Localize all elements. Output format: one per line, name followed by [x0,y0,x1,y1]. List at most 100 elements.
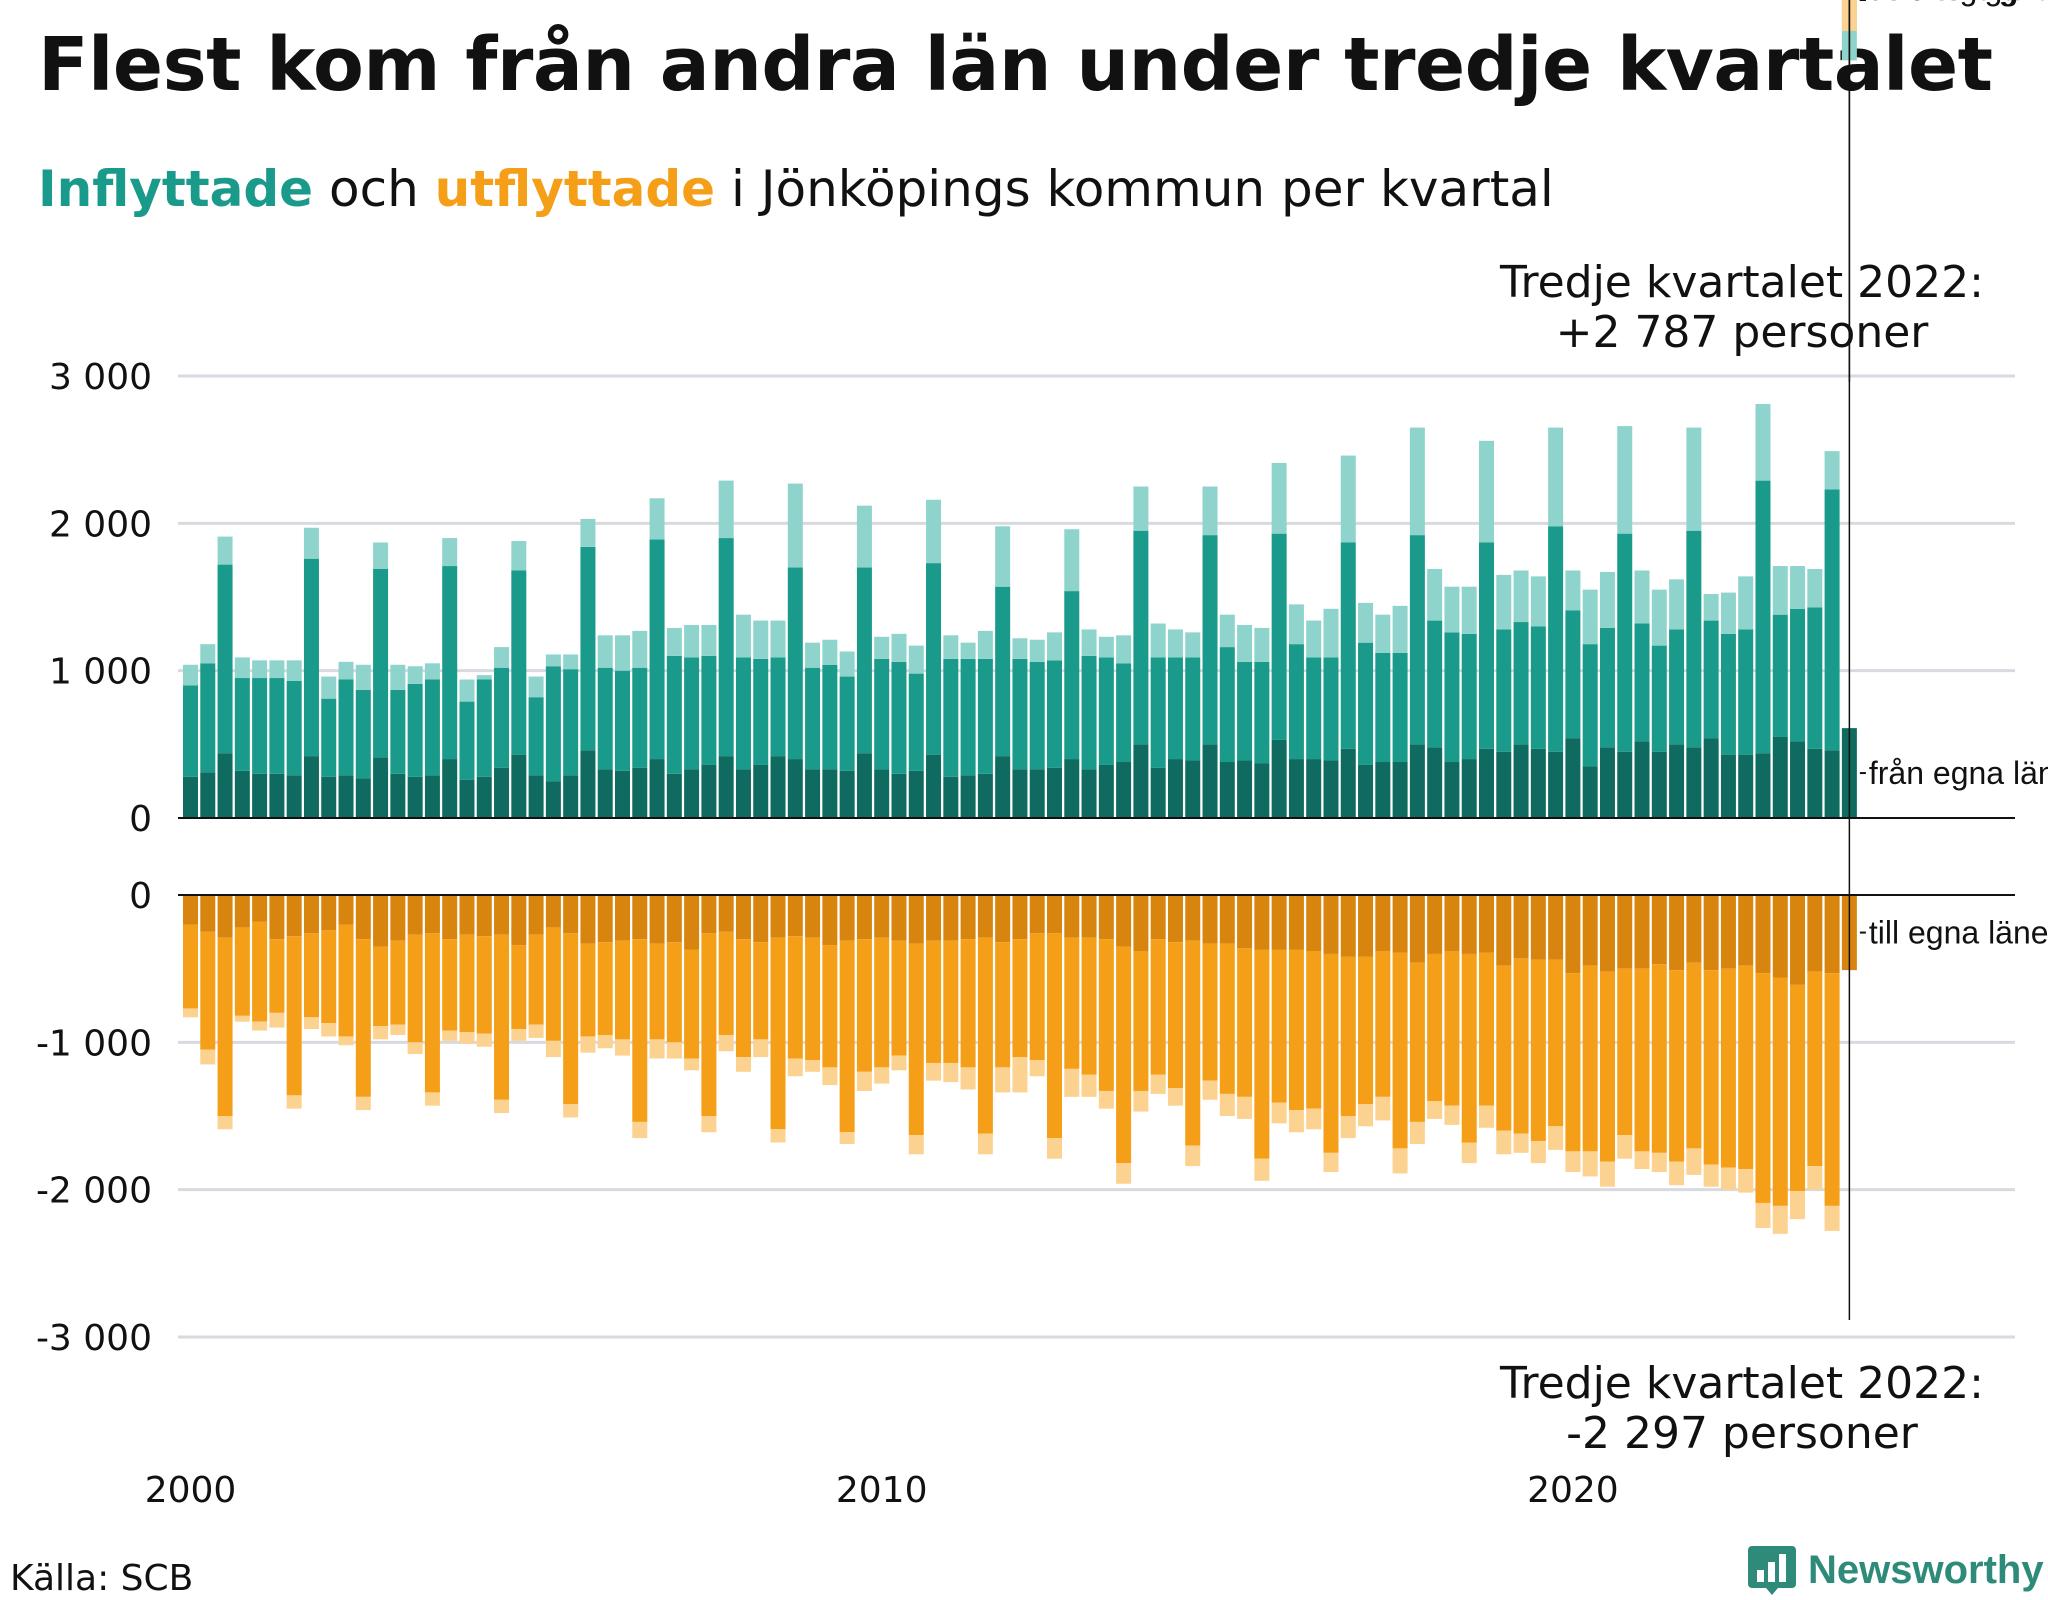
bar-out-1 [1461,953,1477,1143]
bar-in-1 [1755,480,1771,754]
bar-out-2 [1047,1138,1062,1159]
bar-out-0 [269,895,285,940]
bar-out-2 [1669,1161,1685,1186]
bar-in-2 [839,651,855,677]
bar-in-0 [252,773,268,818]
bar-in-1 [977,658,993,774]
bar-out-1 [960,939,976,1068]
bar-in-1 [1807,607,1823,749]
bar-in-1 [1271,533,1287,740]
bar-in-1 [1582,644,1598,767]
bar-out-0 [563,895,579,934]
bar-out-0 [805,895,821,938]
bar-out-0 [632,895,648,940]
bar-out-0 [1358,895,1374,957]
bar-out-0 [1116,895,1132,947]
bar-out-0 [1513,895,1529,959]
bar-out-2 [1444,1105,1460,1125]
bar-out-2 [183,1008,198,1018]
bar-in-2 [891,633,907,662]
bar-out-0 [286,895,302,937]
bar-out-2 [338,1036,354,1046]
bar-out-0 [1167,895,1183,943]
bar-out-1 [563,933,579,1105]
bar-out-0 [1306,895,1322,951]
bar-in-2 [1098,636,1114,658]
bar-out-1 [200,931,216,1050]
bar-out-2 [632,1121,648,1139]
bar-in-2 [1651,589,1667,646]
bar-in-0 [960,775,976,818]
bar-out-2 [891,1055,907,1071]
bar-out-1 [632,939,648,1122]
bar-in-1 [1288,644,1304,760]
bar-in-1 [1548,526,1564,752]
bar-in-1 [1686,530,1702,748]
bar-out-1 [977,937,993,1134]
bar-in-1 [805,667,821,770]
bar-out-1 [1738,965,1754,1170]
bar-out-2 [1219,1093,1235,1116]
bar-in-0 [770,756,786,818]
bar-out-2 [269,1012,285,1028]
bar-out-1 [1582,965,1598,1152]
bar-out-1 [355,939,371,1097]
bar-out-1 [1530,959,1546,1142]
segment-label: utvandring [1869,0,2018,7]
bar-out-1 [1669,970,1685,1162]
bar-out-2 [303,1017,319,1030]
bar-out-2 [597,1034,613,1049]
bar-out-2 [355,1096,371,1111]
bar-in-0 [183,776,198,818]
bar-in-2 [1392,605,1408,653]
bar-in-2 [701,624,717,656]
bar-out-0 [770,895,786,938]
bar-in-1 [321,698,337,777]
bar-in-0 [424,775,440,818]
bar-in-1 [926,563,942,755]
bar-in-2 [407,666,423,684]
x-tick-label: 2000 [145,1470,237,1511]
bar-in-0 [1081,769,1097,818]
bar-in-0 [822,769,838,818]
bar-out-2 [1686,1148,1702,1175]
bar-out-2 [701,1116,717,1133]
bar-out-0 [1254,895,1270,950]
bar-out-0 [1081,895,1097,938]
bar-out-1 [459,934,475,1033]
bar-in-1 [1565,610,1581,739]
bar-in-0 [1133,744,1149,818]
bar-out-1 [1116,946,1132,1164]
bar-in-2 [1427,569,1443,621]
bar-in-0 [735,769,751,818]
annotation-top: Tredje kvartalet 2022: [1499,257,1984,308]
bar-out-2 [1617,1135,1633,1159]
bar-out-0 [1548,895,1564,960]
bar-in-2 [735,614,751,658]
bar-in-1 [1634,623,1650,742]
y-tick-label: 0 [129,799,152,840]
bar-out-0 [856,895,872,940]
bar-out-1 [494,934,510,1100]
bar-out-2 [200,1049,216,1065]
bar-in-0 [684,769,700,818]
bar-out-1 [1012,939,1028,1058]
bar-in-0 [1496,751,1512,818]
bar-in-0 [891,773,907,818]
source-note: Källa: SCB [10,1558,194,1599]
bar-out-2 [1738,1169,1754,1193]
bar-in-1 [1064,591,1080,760]
bar-in-2 [1824,451,1840,490]
bar-in-2 [1755,403,1771,481]
bar-in-1 [1340,542,1356,749]
bar-in-1 [1738,629,1754,755]
bar-in-2 [926,499,942,564]
bar-out-2 [943,1062,959,1083]
bar-out-2 [1306,1108,1322,1130]
bar-out-2 [321,1023,337,1037]
bar-out-1 [511,945,527,1030]
bar-out-1 [1081,937,1097,1075]
bar-out-2 [1530,1141,1546,1164]
bar-in-2 [1444,586,1460,633]
bar-out-1 [234,927,250,1016]
